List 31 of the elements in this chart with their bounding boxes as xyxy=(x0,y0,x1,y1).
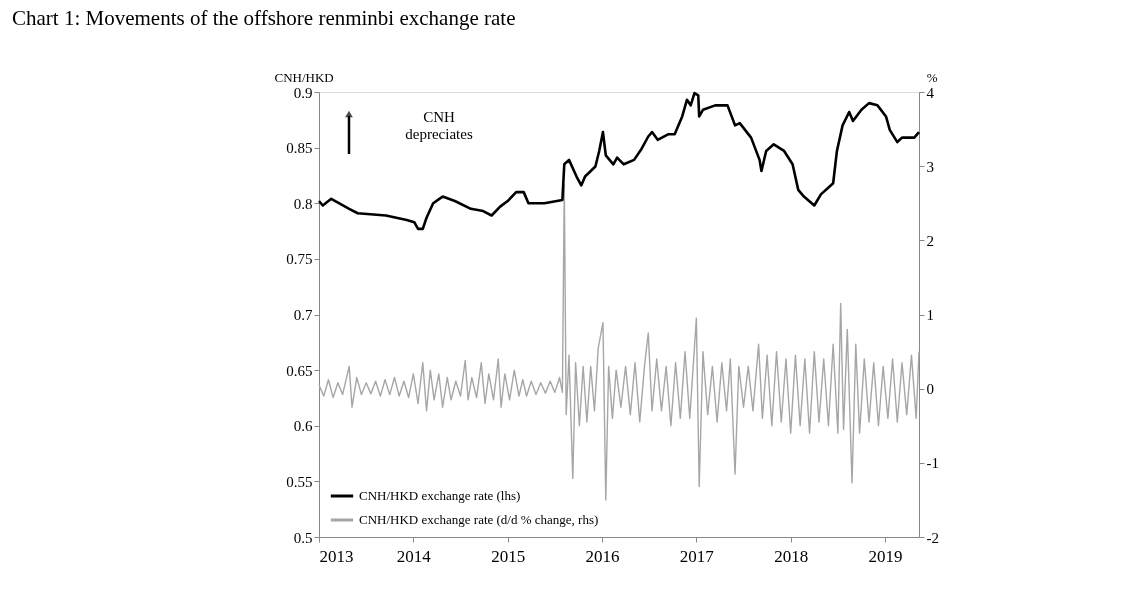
legend-label: CNH/HKD exchange rate (d/d % change, rhs) xyxy=(359,512,599,527)
y2-tick-label: 1 xyxy=(926,307,934,323)
x-tick-label: 2014 xyxy=(396,546,432,566)
y-tick-label: 0.9 xyxy=(293,84,313,101)
y-tick-label: 0.65 xyxy=(286,362,313,379)
line-series xyxy=(318,184,920,501)
x-tick-label: 2017 xyxy=(679,546,715,566)
y2-tick-label: -2 xyxy=(926,529,939,546)
y-axis-title: CNH/HKD xyxy=(274,69,334,85)
x-tick-label: 2019 xyxy=(868,546,903,566)
y-tick-label: 0.6 xyxy=(293,418,313,435)
x-tick-label: 2013 xyxy=(319,546,354,566)
y2-tick-label: -1 xyxy=(926,455,939,472)
y2-tick-label: 3 xyxy=(926,158,934,175)
x-tick-label: 2016 xyxy=(585,546,620,566)
x-tick-label: 2015 xyxy=(491,546,526,566)
y-tick-label: 0.5 xyxy=(293,529,313,546)
chart-title: Chart 1: Movements of the offshore renminbi exchange rate xyxy=(12,6,516,30)
line-series xyxy=(317,91,921,231)
y-tick-label: 0.7 xyxy=(293,307,313,323)
y-tick-label: 0.55 xyxy=(286,473,313,490)
y2-tick-label: 2 xyxy=(926,232,934,249)
y-tick-label: 0.85 xyxy=(286,140,313,157)
annotation: CNH depreciates xyxy=(405,109,473,142)
y-tick-label: 0.8 xyxy=(293,195,313,212)
y2-axis-title: % xyxy=(926,69,938,85)
y2-tick-label: 4 xyxy=(926,84,935,101)
legend-label: CNH/HKD exchange rate (lhs) xyxy=(359,488,521,503)
x-tick-label: 2018 xyxy=(774,546,809,566)
y2-tick-label: 0 xyxy=(926,381,934,398)
y-tick-label: 0.75 xyxy=(286,251,313,268)
